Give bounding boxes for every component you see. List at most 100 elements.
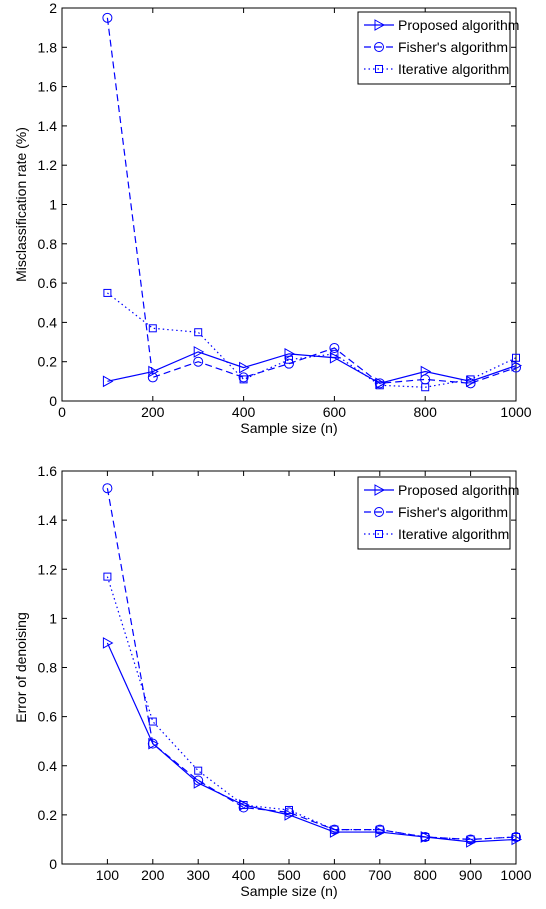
legend-marker-2 bbox=[374, 42, 384, 52]
data-point-series-2 bbox=[420, 831, 431, 842]
x-tick-label: 1000 bbox=[500, 867, 531, 883]
data-point-series-3 bbox=[512, 832, 520, 841]
y-tick-label: 0 bbox=[49, 393, 57, 409]
data-point-series-3 bbox=[330, 349, 339, 358]
legend-label: Fisher's algorithm bbox=[398, 39, 508, 55]
x-axis-label: Sample size (n) bbox=[240, 883, 337, 899]
data-point-series-3 bbox=[512, 353, 520, 362]
y-tick-label: 0.2 bbox=[38, 354, 58, 370]
data-point-series-3 bbox=[421, 383, 430, 392]
x-tick-label: 400 bbox=[232, 867, 256, 883]
data-point-series-1 bbox=[148, 365, 159, 378]
data-point-series-2 bbox=[238, 802, 249, 813]
data-point-series-2 bbox=[465, 834, 476, 845]
x-tick-label: 700 bbox=[368, 867, 392, 883]
data-point-series-2 bbox=[193, 356, 204, 367]
data-point-series-3 bbox=[466, 835, 475, 844]
data-point-series-3 bbox=[103, 572, 112, 581]
data-point-series-2 bbox=[374, 824, 385, 835]
y-axis-label: Error of denoising bbox=[13, 612, 29, 723]
legend-label: Proposed algorithm bbox=[398, 482, 519, 498]
data-point-series-2 bbox=[284, 807, 294, 818]
legend-marker-3 bbox=[375, 530, 383, 538]
x-tick-label: 800 bbox=[414, 867, 438, 883]
x-tick-label: 500 bbox=[277, 867, 301, 883]
y-tick-label: 0.8 bbox=[38, 660, 58, 676]
x-tick-label: 900 bbox=[459, 867, 483, 883]
legend-marker-3 bbox=[375, 65, 383, 73]
data-point-series-3 bbox=[148, 324, 157, 333]
y-tick-label: 1.8 bbox=[38, 39, 58, 55]
x-tick-label: 100 bbox=[96, 867, 120, 883]
data-point-series-3 bbox=[194, 766, 203, 775]
chart-misclassification: 0 200 400 600 800 1000 0 0.2 0.4 0.6 0.8 1 1.2 1.4 1.6… bbox=[13, 0, 532, 436]
data-point-series-3 bbox=[375, 825, 384, 834]
x-tick-label: 0 bbox=[58, 404, 66, 420]
x-tick-label: 400 bbox=[232, 404, 256, 420]
data-point-series-3 bbox=[285, 805, 293, 814]
x-tick-label: 300 bbox=[187, 867, 211, 883]
legend-label: Proposed algorithm bbox=[398, 17, 519, 33]
data-point-series-3 bbox=[148, 717, 157, 726]
data-point-series-3 bbox=[285, 355, 293, 364]
data-point-series-1 bbox=[102, 637, 114, 649]
x-tick-label: 600 bbox=[323, 404, 347, 420]
data-point-series-3 bbox=[421, 832, 430, 841]
data-point-series-3 bbox=[330, 825, 339, 834]
legend-marker-1 bbox=[374, 484, 386, 496]
legend-marker-2 bbox=[374, 507, 384, 517]
chart-denoising-error: 100 200 300 400 500 600 700 800 900 1000 0 0.2 0.4 0.… bbox=[13, 463, 532, 899]
data-point-series-2 bbox=[147, 372, 158, 383]
series-line-3 bbox=[107, 292, 517, 388]
data-point-series-2 bbox=[147, 738, 158, 749]
y-axis-label: Misclassification rate (%) bbox=[13, 127, 29, 282]
y-tick-label: 1.4 bbox=[38, 118, 58, 134]
series-line-2 bbox=[106, 488, 517, 841]
y-tick-label: 1.6 bbox=[38, 79, 58, 95]
data-point-series-1 bbox=[102, 375, 114, 388]
data-point-series-2 bbox=[284, 358, 294, 369]
x-axis-label: Sample size (n) bbox=[240, 420, 337, 436]
data-point-series-3 bbox=[239, 801, 248, 810]
y-tick-label: 0.6 bbox=[38, 709, 58, 725]
series-line-3 bbox=[106, 576, 517, 841]
y-tick-label: 0.4 bbox=[38, 314, 58, 330]
data-point-series-3 bbox=[103, 288, 112, 297]
y-tick-label: 1 bbox=[49, 197, 57, 213]
data-point-series-1 bbox=[239, 361, 250, 374]
data-point-series-2 bbox=[329, 342, 340, 353]
x-tick-label: 800 bbox=[414, 404, 438, 420]
data-point-series-3 bbox=[466, 375, 475, 384]
data-point-series-2 bbox=[238, 372, 249, 383]
data-point-series-2 bbox=[374, 378, 385, 389]
y-tick-label: 0.4 bbox=[38, 758, 58, 774]
legend-marker-1 bbox=[374, 19, 386, 31]
y-tick-label: 1.6 bbox=[38, 463, 58, 479]
y-tick-label: 1 bbox=[49, 610, 57, 626]
y-tick-label: 0.6 bbox=[38, 275, 58, 291]
y-tick-label: 1.2 bbox=[38, 157, 58, 173]
series-line-2 bbox=[106, 17, 517, 384]
data-point-series-2 bbox=[102, 483, 113, 494]
y-tick-label: 0 bbox=[49, 856, 57, 872]
data-point-series-2 bbox=[511, 362, 521, 373]
data-point-series-1 bbox=[420, 365, 432, 378]
y-tick-label: 1.4 bbox=[38, 512, 58, 528]
legend-label: Iterative algorithm bbox=[398, 61, 509, 77]
x-tick-label: 600 bbox=[323, 867, 347, 883]
x-tick-label: 1000 bbox=[500, 404, 531, 420]
data-point-series-2 bbox=[193, 775, 204, 786]
y-tick-label: 1.2 bbox=[38, 561, 58, 577]
x-tick-label: 200 bbox=[141, 867, 165, 883]
y-tick-label: 2 bbox=[49, 0, 57, 16]
series-line-1 bbox=[107, 351, 517, 384]
data-point-series-3 bbox=[239, 375, 248, 384]
data-point-series-2 bbox=[329, 824, 340, 835]
data-point-series-2 bbox=[511, 831, 521, 842]
y-tick-label: 0.8 bbox=[38, 236, 58, 252]
data-point-series-2 bbox=[102, 12, 113, 23]
data-point-series-3 bbox=[194, 328, 203, 337]
legend-label: Iterative algorithm bbox=[398, 526, 509, 542]
data-point-series-1 bbox=[193, 346, 205, 358]
